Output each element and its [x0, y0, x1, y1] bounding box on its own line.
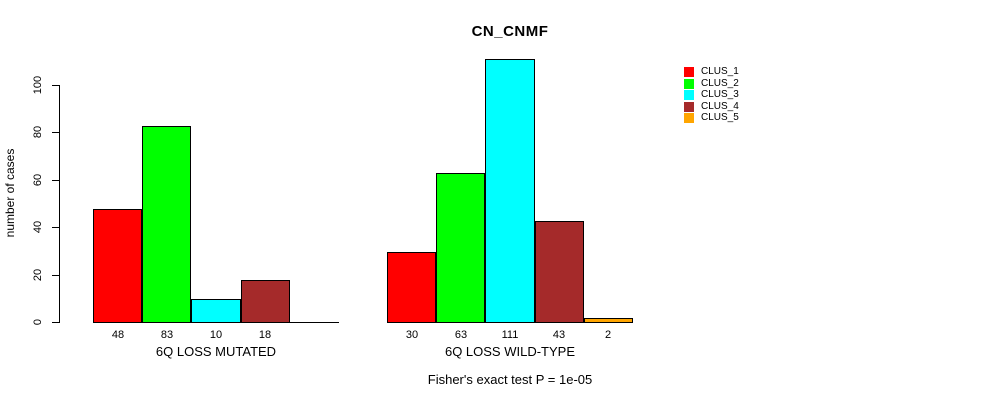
bar-value-label: 83 [160, 329, 174, 341]
y-tick-label: 20 [32, 268, 44, 282]
y-tick-label: 0 [32, 318, 44, 326]
bar-clus_4 [535, 221, 584, 323]
legend-swatch-clus_2 [684, 79, 694, 89]
bar-clus_2 [436, 173, 485, 323]
legend-label-clus_4: CLUS_4 [701, 101, 739, 112]
annotation-text: Fisher's exact test P = 1e-05 [427, 372, 593, 387]
bar-value-label: 30 [405, 329, 419, 341]
y-tick-mark [52, 180, 59, 181]
bar-clus_2 [142, 126, 191, 323]
legend: CLUS_1 CLUS_2 CLUS_3 CLUS_4 CLUS_5 [684, 66, 804, 137]
legend-swatch-clus_1 [684, 67, 694, 77]
y-tick-mark [52, 322, 59, 323]
y-axis-line [59, 85, 60, 323]
y-axis-label: number of cases [3, 148, 17, 238]
bar-clus_3 [191, 299, 241, 323]
bar-clus_5 [584, 318, 633, 323]
y-tick-label: 100 [32, 75, 44, 95]
legend-swatch-clus_4 [684, 102, 694, 112]
legend-label-clus_1: CLUS_1 [701, 66, 739, 77]
x-axis-group-label: 6Q LOSS WILD-TYPE [444, 344, 576, 359]
bar-value-label: 111 [501, 329, 519, 341]
legend-swatch-clus_3 [684, 90, 694, 100]
legend-label-clus_5: CLUS_5 [701, 112, 739, 123]
y-tick-mark [52, 227, 59, 228]
y-tick-label: 80 [32, 125, 44, 139]
legend-label-clus_3: CLUS_3 [701, 89, 739, 100]
y-tick-mark [52, 275, 59, 276]
bar-value-label: 2 [604, 329, 612, 341]
x-axis-group-label: 6Q LOSS MUTATED [155, 344, 277, 359]
bar-value-label: 10 [209, 329, 223, 341]
bar-value-label: 63 [454, 329, 468, 341]
bar-clus_4 [241, 280, 290, 323]
y-tick-label: 60 [32, 173, 44, 187]
chart-title: CN_CNMF [471, 23, 549, 40]
bar-clus_1 [93, 209, 142, 323]
bar-value-label: 43 [552, 329, 566, 341]
legend-swatch-clus_5 [684, 113, 694, 123]
bar-value-label: 48 [111, 329, 125, 341]
legend-label-clus_2: CLUS_2 [701, 78, 739, 89]
y-tick-mark [52, 132, 59, 133]
bar-value-label: 18 [258, 329, 272, 341]
y-tick-label: 40 [32, 220, 44, 234]
y-tick-mark [52, 85, 59, 86]
bar-clus_1 [387, 252, 436, 323]
bar-clus_3 [485, 59, 535, 323]
